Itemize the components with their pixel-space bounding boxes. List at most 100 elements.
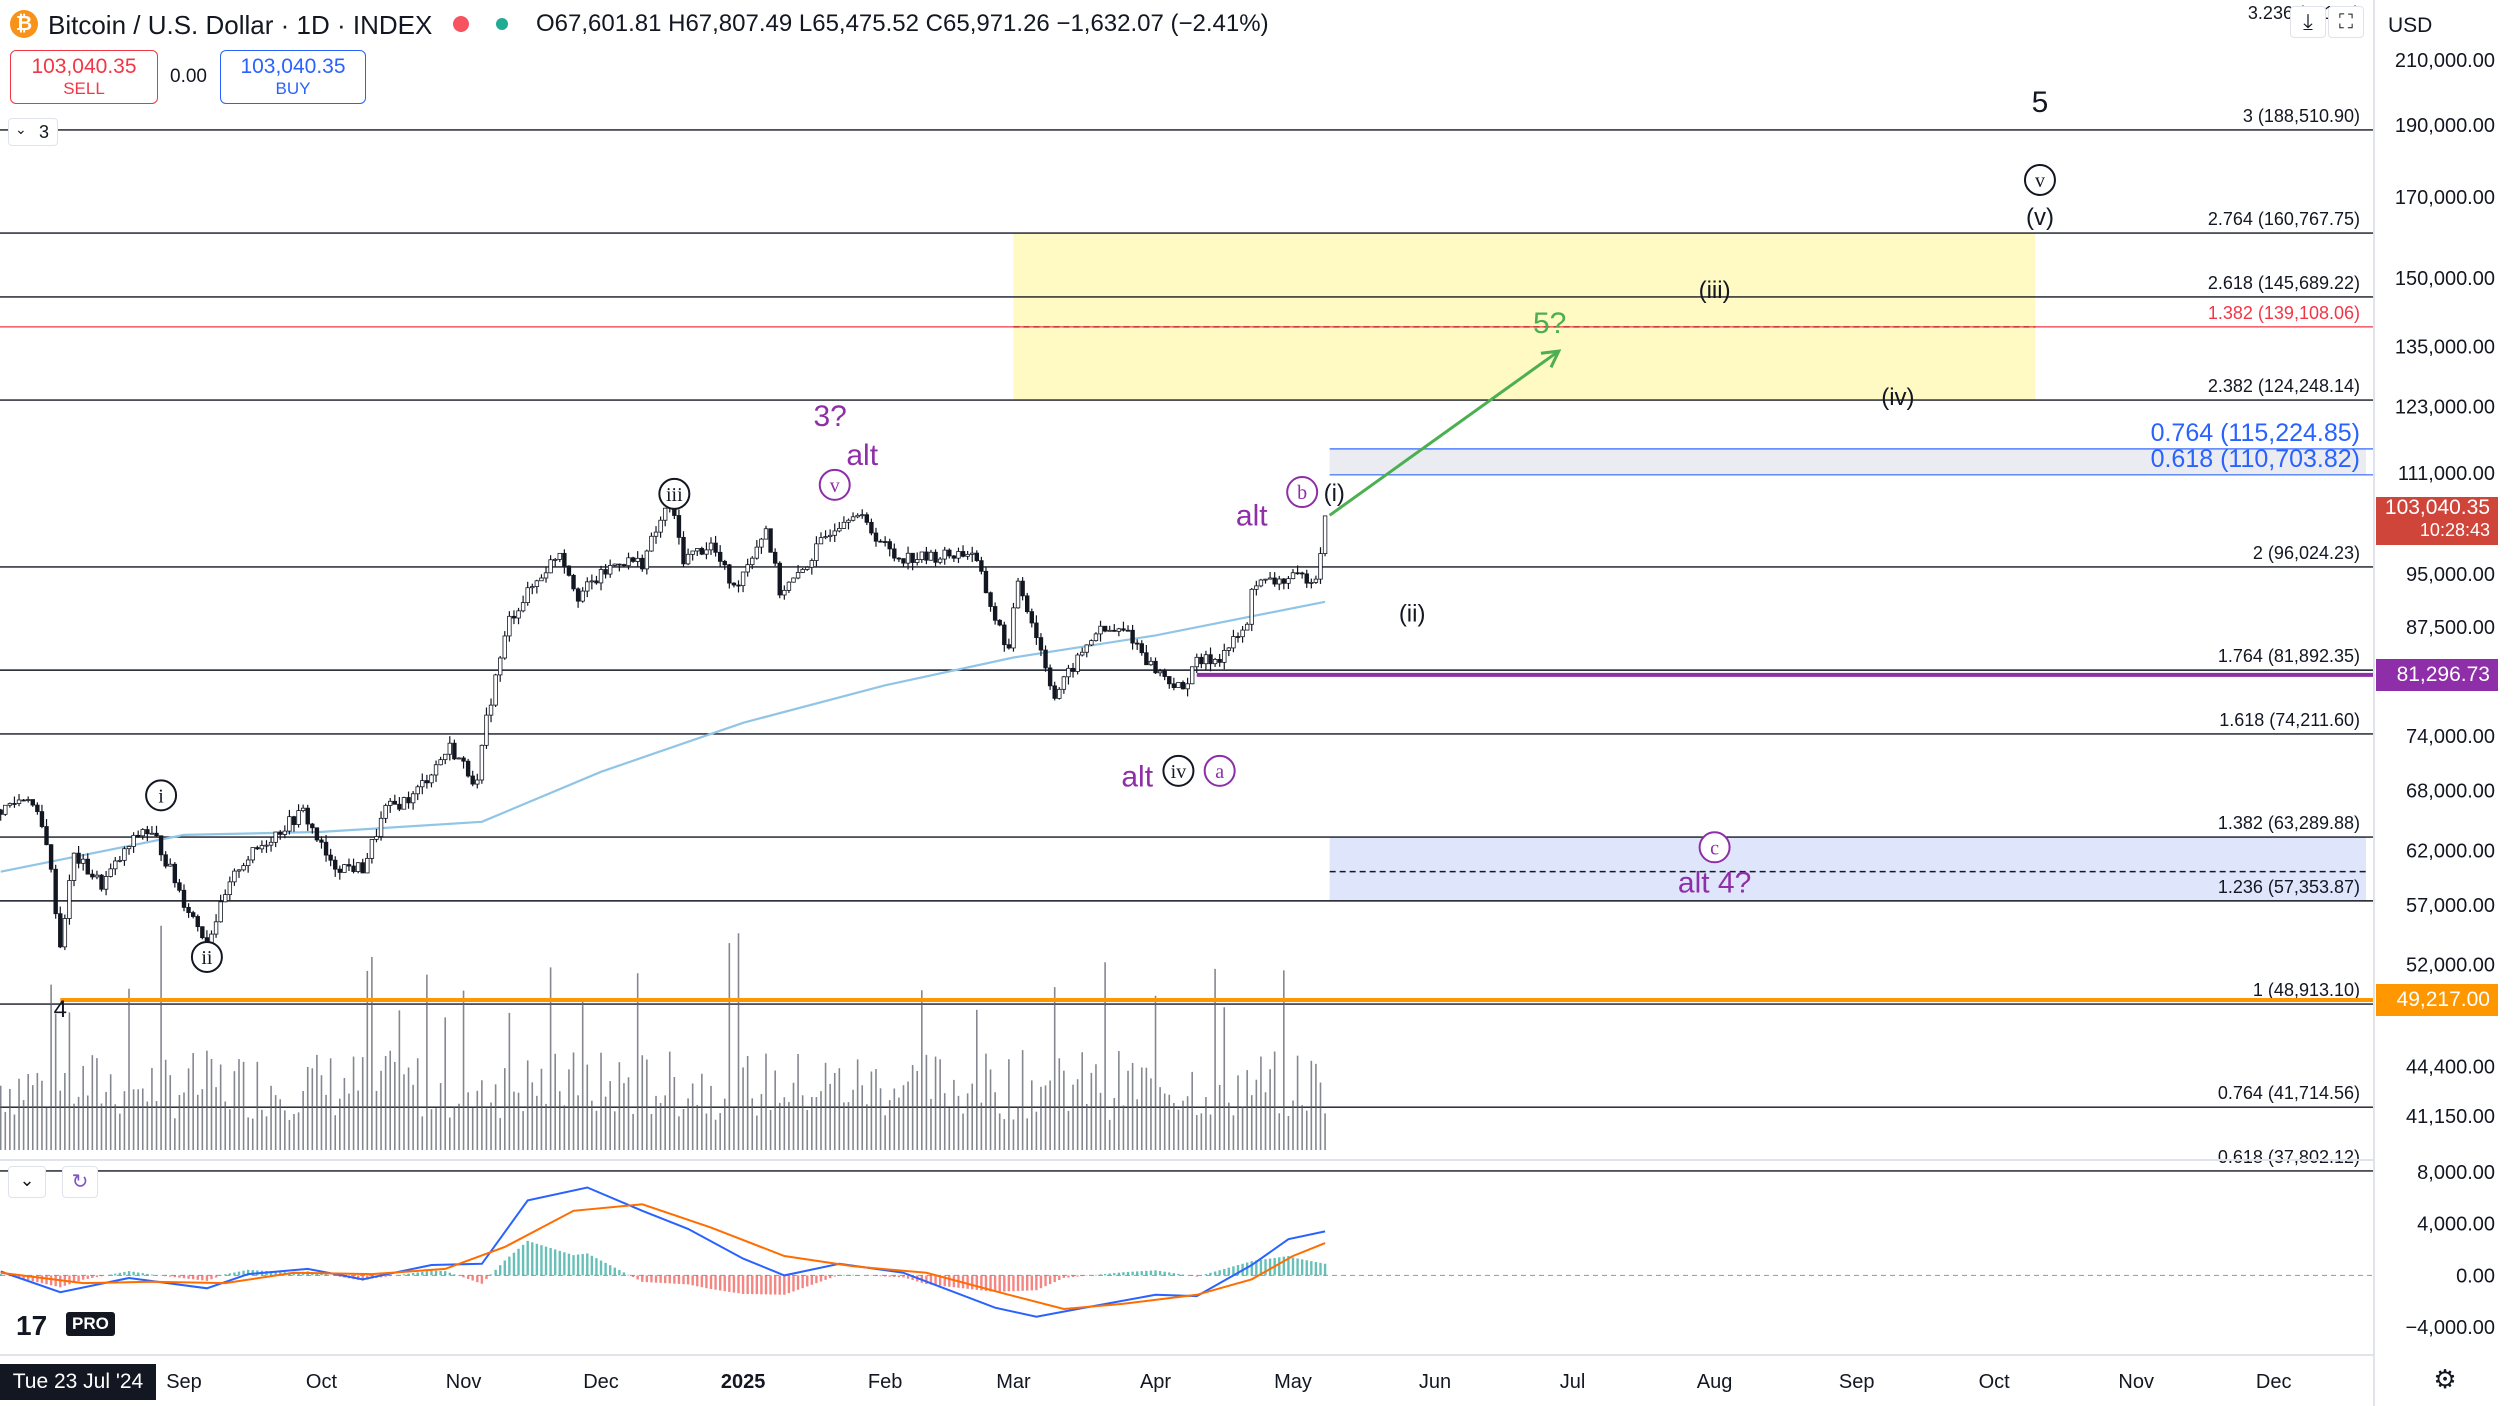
price-candle: [1066, 667, 1071, 678]
price-candle: [1134, 642, 1140, 645]
price-candle: [740, 571, 746, 587]
x-tick-label: Sep: [1839, 1371, 1875, 1393]
price-candle: [1102, 625, 1108, 632]
price-candle: [1157, 670, 1163, 674]
sell-button[interactable]: 103,040.35 SELL: [10, 50, 158, 104]
price-candle: [401, 797, 407, 810]
buy-price: 103,040.35: [240, 55, 346, 78]
pro-badge: PRO: [66, 1312, 115, 1336]
price-candle: [1006, 644, 1012, 649]
price-candle: [915, 559, 920, 563]
macd-y-tick-label: −4,000.00: [2405, 1317, 2495, 1339]
price-candle: [1043, 649, 1048, 669]
price-candle: [777, 562, 782, 596]
price-candle: [827, 534, 833, 537]
symbol-icon[interactable]: ₿: [10, 10, 38, 38]
price-candle: [1148, 660, 1154, 666]
price-candle: [727, 564, 732, 584]
zone-support: [1329, 837, 2366, 901]
fib-levels-layer: 3.236 (221,...)3 (188,510.90)2.764 (160,…: [0, 3, 2374, 1172]
chart-title[interactable]: Bitcoin / U.S. Dollar · 1D · INDEX: [48, 10, 433, 40]
price-candle: [837, 528, 842, 532]
price-candle: [869, 521, 874, 534]
download-icon[interactable]: ⤓: [2290, 6, 2326, 38]
chevron-down-icon: ⌄: [15, 121, 27, 137]
price-candle: [1093, 633, 1099, 642]
price-candle: [1167, 676, 1172, 685]
refresh-icon[interactable]: ↻: [62, 1166, 98, 1198]
fullscreen-icon[interactable]: ⛶: [2328, 6, 2364, 38]
price-candle: [1180, 682, 1186, 690]
price-candle: [1272, 577, 1277, 585]
price-candle: [1079, 651, 1085, 656]
price-candle: [1185, 683, 1190, 690]
price-candle: [736, 584, 741, 587]
price-candle: [0, 809, 3, 815]
wave-circle: [190, 940, 223, 973]
price-candle: [177, 882, 182, 891]
y-tick-label: 111,000.00: [2398, 463, 2495, 485]
price-candle: [236, 869, 242, 872]
price-candle: [475, 779, 480, 785]
currency-label[interactable]: USD: [2388, 14, 2433, 37]
y-tick-label: 95,000.00: [2406, 564, 2495, 586]
price-candle: [443, 753, 448, 761]
price-candle: [282, 830, 288, 835]
price-candle: [1208, 654, 1213, 665]
price-candle: [626, 557, 631, 567]
y-tick-label: 135,000.00: [2395, 336, 2495, 358]
fib-label: 3 (188,510.90): [2243, 106, 2360, 126]
x-tick-label: Oct: [306, 1371, 338, 1393]
wave-circle: [1162, 754, 1195, 787]
buy-button[interactable]: 103,040.35 BUY: [220, 50, 366, 104]
price-candle: [1130, 629, 1135, 644]
price-candle: [525, 587, 530, 604]
price-candle: [278, 831, 283, 835]
price-candle: [878, 540, 883, 543]
price-candle: [140, 829, 145, 837]
price-candle: [58, 913, 63, 948]
price-candle: [681, 536, 686, 565]
price-candle: [960, 551, 966, 557]
price-candle: [168, 863, 173, 867]
price-candle: [575, 588, 581, 602]
price-candle: [498, 657, 503, 676]
price-candle: [135, 834, 141, 837]
price-candle: [1231, 636, 1236, 649]
price-candle: [415, 786, 420, 795]
macd-y-tick-label: 4,000.00: [2417, 1214, 2495, 1236]
price-candle: [488, 704, 494, 716]
wave-circle: [658, 477, 691, 510]
wave-label: a: [1215, 761, 1224, 783]
price-candle: [1025, 595, 1030, 613]
price-tag-countdown: 10:28:43: [2419, 520, 2490, 541]
price-candle: [910, 552, 915, 563]
price-candle: [461, 757, 466, 762]
price-candle: [621, 564, 627, 567]
price-candle: [896, 557, 902, 560]
price-candle: [30, 799, 35, 806]
pane-collapse-button[interactable]: ⌄: [8, 1166, 46, 1198]
price-candle: [644, 550, 650, 570]
fib-label: 1.382 (139,108.06): [2208, 303, 2360, 323]
wave-label: c: [1710, 837, 1719, 859]
wave-label: iv: [1171, 761, 1187, 783]
indicators-toggle[interactable]: ⌄ 3: [8, 118, 58, 146]
price-candle: [232, 870, 237, 883]
price-candle: [1153, 660, 1158, 674]
price-candle: [1309, 582, 1314, 584]
settings-gear-icon[interactable]: ⚙: [2433, 1364, 2457, 1394]
price-candle: [617, 563, 622, 566]
price-candle: [108, 868, 113, 877]
price-candle: [988, 592, 993, 607]
price-candle: [947, 549, 952, 557]
price-candle: [1011, 607, 1016, 649]
price-candle: [250, 847, 255, 861]
price-candle: [296, 810, 301, 825]
price-candle: [809, 560, 815, 568]
price-candle: [511, 615, 517, 619]
price-candle: [1002, 624, 1007, 646]
price-candle: [21, 799, 26, 802]
x-tick-label: Dec: [583, 1371, 619, 1393]
